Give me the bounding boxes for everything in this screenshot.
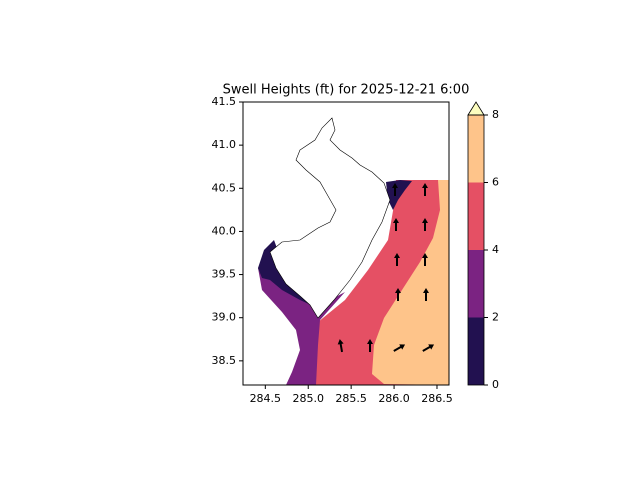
- swell-arrow: [395, 288, 401, 301]
- y-tick-label: 41.5: [212, 95, 237, 108]
- colorbar-band: [468, 317, 484, 385]
- y-tick-label: 38.5: [212, 354, 237, 367]
- colorbar-tick-label: 8: [492, 108, 499, 121]
- y-tick-label: 41.0: [212, 138, 237, 151]
- x-tick-label: 286.0: [378, 392, 410, 405]
- colorbar-tick-label: 6: [492, 176, 499, 189]
- colorbar-extend: [467, 101, 485, 116]
- swell-arrow: [367, 339, 373, 352]
- colorbar-band: [468, 250, 484, 318]
- x-tick-label: 285.0: [292, 392, 324, 405]
- contour-region: [258, 258, 345, 385]
- colorbar-band: [468, 182, 484, 250]
- chart-title: Swell Heights (ft) for 2025-12-21 6:00: [223, 83, 470, 98]
- contour-region: [372, 180, 449, 385]
- colorbar-band: [468, 115, 484, 183]
- swell-arrow: [422, 218, 428, 231]
- colorbar-tick-label: 0: [492, 378, 499, 391]
- colorbar-tick-label: 2: [492, 311, 499, 324]
- swell-arrow: [422, 253, 428, 266]
- plot-frame: [242, 101, 450, 386]
- x-tick-label: 284.5: [250, 392, 282, 405]
- y-tick-label: 40.0: [212, 224, 237, 237]
- y-tick-label: 40.5: [212, 181, 237, 194]
- x-tick-label: 286.5: [421, 392, 453, 405]
- swell-arrow: [394, 253, 400, 266]
- colorbar-tick-label: 4: [492, 243, 499, 256]
- swell-arrow: [423, 288, 429, 301]
- x-tick-label: 285.5: [335, 392, 367, 405]
- swell-arrow: [392, 183, 398, 196]
- swell-arrow: [422, 344, 435, 352]
- y-tick-label: 39.5: [212, 268, 237, 281]
- swell-arrow: [337, 339, 344, 353]
- swell-arrow: [393, 218, 399, 231]
- y-tick-label: 39.0: [212, 311, 237, 324]
- land: [269, 117, 391, 319]
- swell-arrow: [393, 344, 406, 352]
- swell-arrow: [422, 183, 428, 196]
